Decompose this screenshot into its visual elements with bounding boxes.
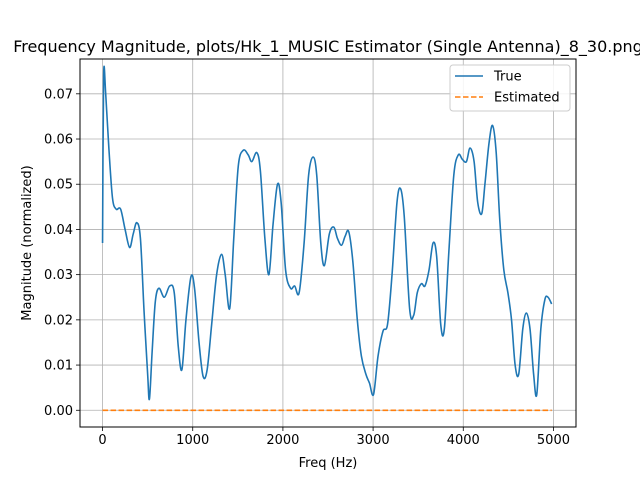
legend: True Estimated xyxy=(449,64,571,112)
series-line-true xyxy=(101,65,553,401)
y-tick-label: 0.00 xyxy=(44,404,73,419)
y-tick-label: 0.04 xyxy=(44,223,73,238)
x-tick-label: 0 xyxy=(98,433,106,448)
y-tick-label: 0.07 xyxy=(44,87,73,102)
series-layer xyxy=(101,65,553,412)
x-tick-label: 2000 xyxy=(266,433,299,448)
legend-label-true: True xyxy=(493,70,522,85)
y-tick-label: 0.02 xyxy=(44,313,73,328)
x-axis-label: Freq (Hz) xyxy=(299,456,358,471)
y-tick-label: 0.01 xyxy=(44,359,73,374)
y-axis-label: Magnitude (normalized) xyxy=(20,165,35,320)
y-tick-label: 0.03 xyxy=(44,268,73,283)
y-tick-label: 0.05 xyxy=(44,178,73,193)
x-tick-label: 1000 xyxy=(176,433,209,448)
chart-title: Frequency Magnitude, plots/Hk_1_MUSIC Es… xyxy=(13,37,640,57)
y-tick-label: 0.06 xyxy=(44,133,73,148)
x-tick-label: 3000 xyxy=(357,433,390,448)
axis-ticks: 0 1000 2000 3000 4000 5000 0.00 0.01 0.02 0.03 0.0… xyxy=(44,87,570,448)
plot-frame xyxy=(79,58,577,428)
x-tick-label: 5000 xyxy=(537,433,570,448)
x-tick-label: 4000 xyxy=(447,433,480,448)
legend-label-estimated: Estimated xyxy=(494,91,560,106)
